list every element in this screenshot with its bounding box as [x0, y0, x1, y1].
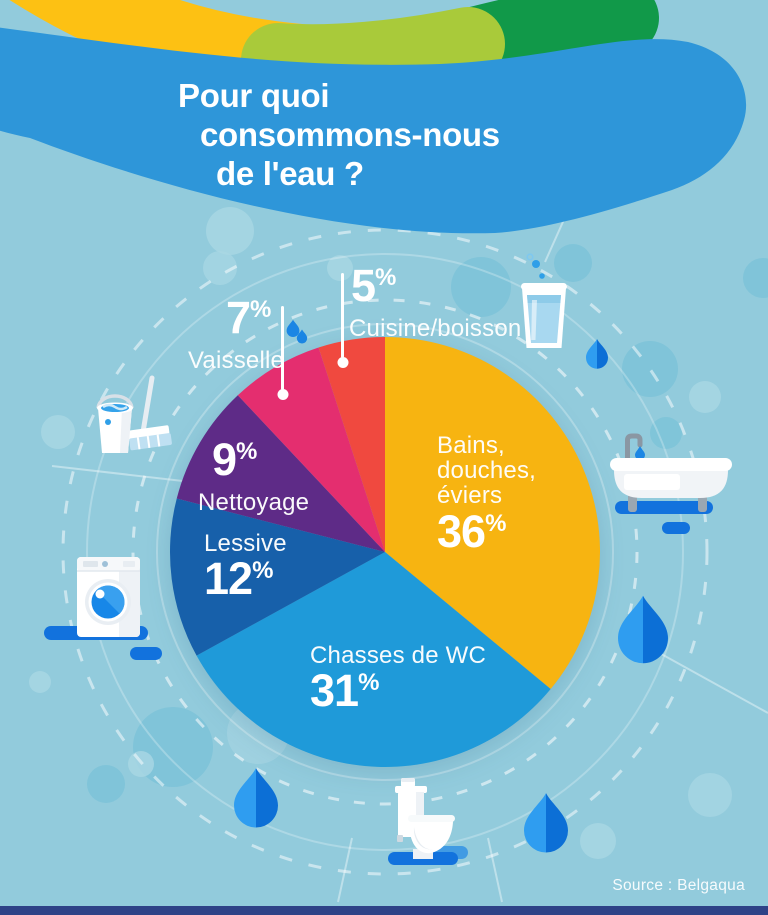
percent-sign: %: [485, 510, 507, 537]
water-drop-icon: [234, 768, 278, 828]
title-line-3: de l'eau ?: [216, 155, 364, 192]
page-title: Pour quoi consommons-nous de l'eau ?: [178, 76, 500, 193]
pie-label-text: Bains,: [437, 432, 505, 459]
percent-sign: %: [358, 669, 380, 696]
header-blob: [0, 27, 747, 234]
callout-line-vaisselle: [281, 306, 284, 390]
toilet-icon: [388, 778, 468, 865]
pie-label-value: 9: [212, 434, 237, 485]
pie-label-value: 36: [437, 506, 486, 557]
water-drop-icon: [296, 329, 308, 344]
pie-slice-cuisine-boisson: [318, 337, 385, 552]
pie-label-cuisine-boisson: 5% Cuisine/boisson: [349, 263, 521, 341]
pie-label-text: Chasses de WC: [310, 642, 486, 669]
percent-sign: %: [236, 438, 258, 465]
pie-label-nettoyage: 9% Nettoyage: [198, 437, 309, 515]
dashed-rings: [61, 228, 709, 876]
source-label: Source : Belgaqua: [612, 877, 745, 894]
water-glass-icon: [521, 253, 567, 348]
pie-slice-lessive: [169, 498, 385, 656]
water-drop-icon: [524, 793, 568, 853]
pie-slice-chasses-de-wc: [196, 552, 551, 768]
title-line-1: Pour quoi: [178, 77, 330, 114]
water-drop-icon: [618, 595, 668, 664]
footer-bar: [0, 906, 768, 915]
pie-label-bains: Bains, douches, éviers 36%: [437, 433, 536, 562]
pie-label-value: 12: [204, 553, 253, 604]
percent-sign: %: [252, 557, 274, 584]
water-drop-icon: [286, 319, 300, 337]
pie-label-value: 7: [226, 292, 251, 343]
pie-slice-bains-douches-viers: [385, 337, 601, 690]
water-drop-icon: [586, 339, 608, 369]
pie-label-value: 31: [310, 665, 359, 716]
header-art: [0, 0, 747, 234]
pie-label-text: Cuisine/boisson: [349, 315, 522, 342]
bathtub-icon: [610, 433, 732, 534]
pie-label-text: éviers: [437, 482, 503, 509]
washing-machine-icon: [44, 557, 162, 660]
pie-label-chasses-wc: Chasses de WC 31%: [310, 643, 486, 721]
water-drops: [234, 319, 668, 853]
band-light-green: [241, 7, 505, 99]
percent-sign: %: [375, 264, 397, 291]
cleaning-bucket-mop-icon: [96, 375, 172, 453]
percent-sign: %: [250, 296, 272, 323]
title-line-2: consommons-nous: [200, 116, 500, 153]
pie-label-value: 5: [351, 260, 376, 311]
pie-label-text: Nettoyage: [198, 489, 310, 516]
pie-label-text: douches,: [437, 457, 537, 484]
pie-slice-nettoyage: [176, 395, 385, 552]
pie-label-text: Vaisselle: [188, 347, 285, 374]
callout-line-cuisine: [341, 273, 344, 358]
pie-label-lessive: Lessive 12%: [204, 531, 287, 609]
pie-label-vaisselle: 7% Vaisselle: [188, 295, 284, 373]
pie-label-text: Lessive: [204, 530, 287, 557]
decor-circles: [29, 0, 768, 859]
pie-slice-vaisselle: [237, 347, 385, 552]
